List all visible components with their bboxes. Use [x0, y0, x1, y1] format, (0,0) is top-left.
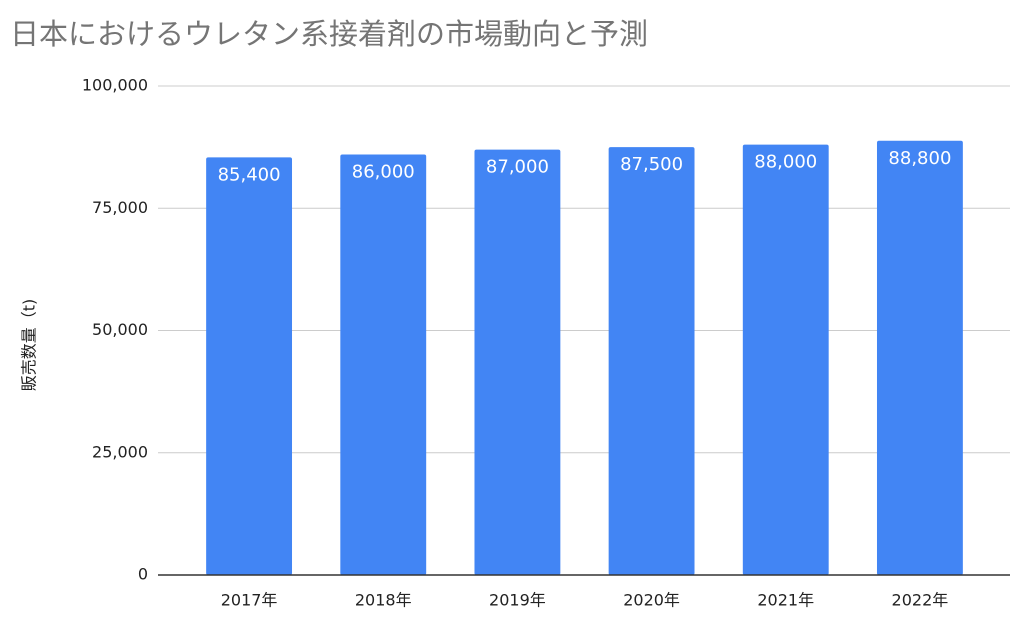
- y-axis-title: 販売数量（t): [20, 299, 39, 392]
- x-tick-label: 2017年: [221, 591, 278, 610]
- data-label: 87,500: [620, 154, 683, 175]
- x-tick-label: 2018年: [355, 591, 412, 610]
- x-tick-label: 2022年: [892, 591, 949, 610]
- bar: [474, 149, 561, 575]
- y-tick-label: 25,000: [92, 442, 148, 461]
- x-tick-label: 2021年: [757, 591, 814, 610]
- data-label: 88,800: [888, 148, 951, 169]
- data-label: 85,400: [218, 164, 281, 185]
- bar: [876, 140, 963, 575]
- y-tick-label: 50,000: [92, 320, 148, 339]
- x-tick-label: 2019年: [489, 591, 546, 610]
- data-label: 86,000: [352, 161, 415, 182]
- data-label: 88,000: [754, 152, 817, 173]
- y-tick-label: 0: [138, 565, 148, 584]
- bar: [206, 157, 293, 576]
- x-tick-label: 2020年: [623, 591, 680, 610]
- y-tick-label: 100,000: [82, 76, 148, 95]
- bar: [608, 147, 695, 575]
- y-tick-label: 75,000: [92, 198, 148, 217]
- bar: [742, 144, 829, 575]
- chart-title: 日本におけるウレタン系接着剤の市場動向と予測: [10, 17, 648, 51]
- data-label: 87,000: [486, 157, 549, 178]
- bar: [340, 154, 427, 575]
